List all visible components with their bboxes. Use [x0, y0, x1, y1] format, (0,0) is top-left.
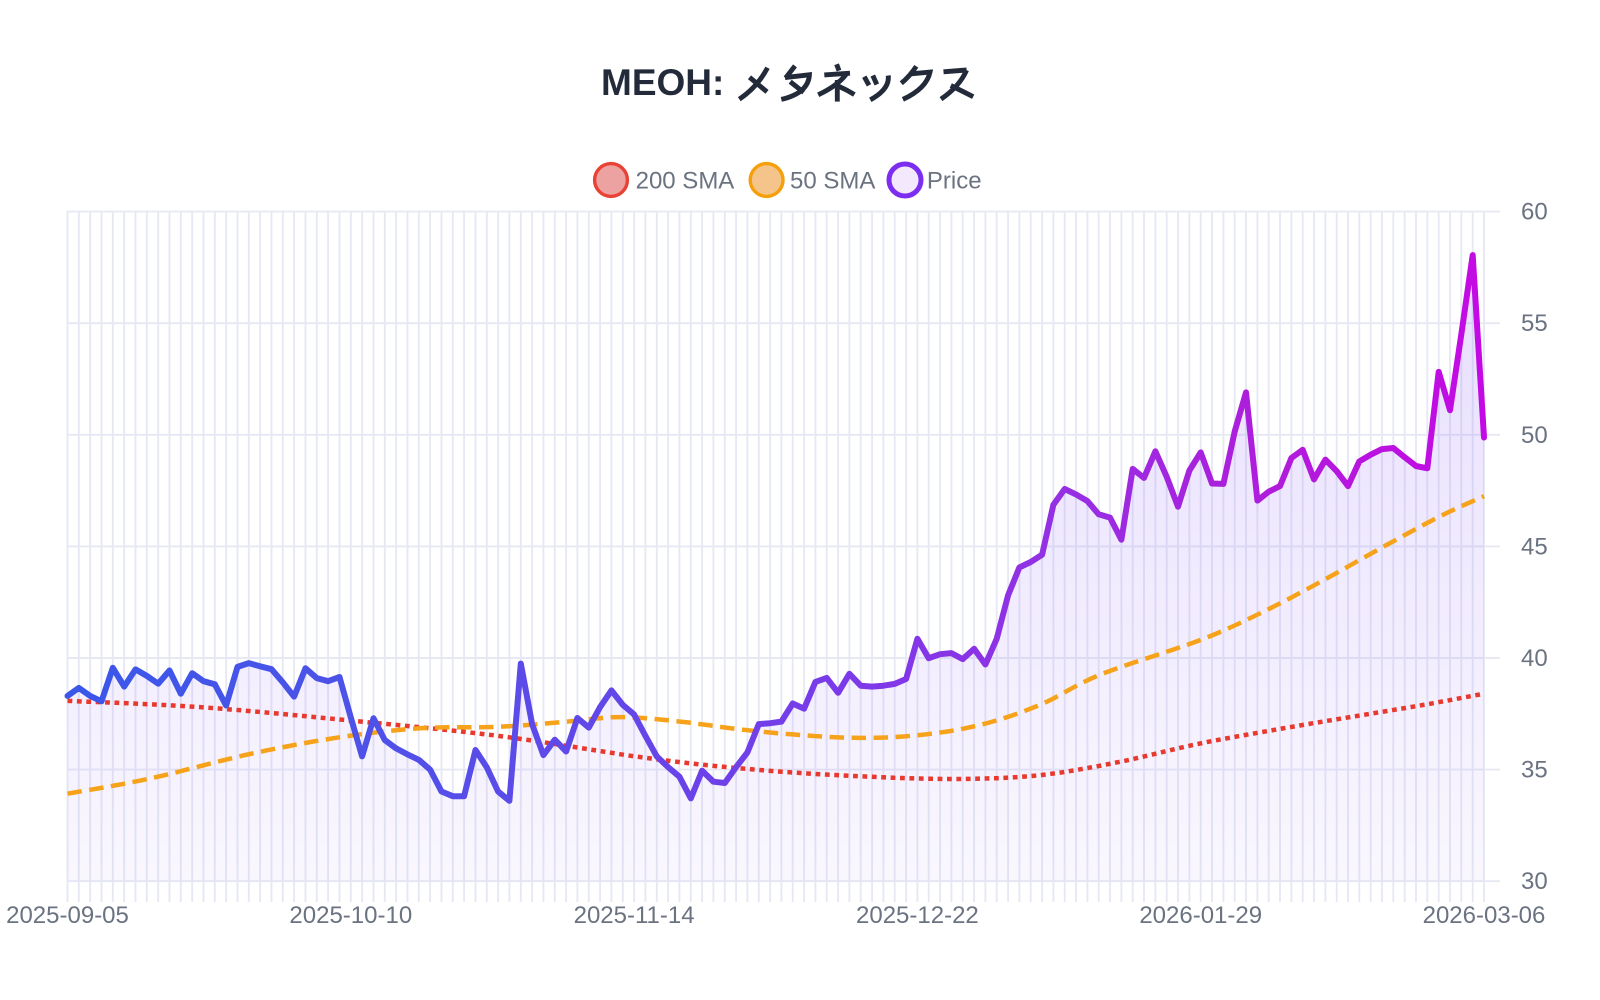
svg-text:55: 55	[1521, 310, 1548, 337]
svg-text:2025-10-10: 2025-10-10	[289, 902, 412, 929]
svg-text:2025-12-22: 2025-12-22	[856, 902, 979, 929]
svg-text:50: 50	[1521, 422, 1548, 449]
svg-text:Price: Price	[927, 168, 982, 195]
svg-text:40: 40	[1521, 645, 1548, 672]
svg-text:30: 30	[1521, 868, 1548, 895]
svg-text:2025-11-14: 2025-11-14	[574, 902, 695, 929]
svg-text:200 SMA: 200 SMA	[636, 168, 735, 195]
svg-text:2026-01-29: 2026-01-29	[1139, 902, 1262, 929]
svg-text:MEOH:: MEOH:	[601, 62, 724, 103]
svg-text:2026-03-06: 2026-03-06	[1423, 902, 1546, 929]
svg-text:35: 35	[1521, 757, 1548, 784]
svg-text:60: 60	[1521, 199, 1548, 226]
svg-text:2025-09-05: 2025-09-05	[6, 902, 129, 929]
svg-text:45: 45	[1521, 533, 1548, 560]
svg-text:50 SMA: 50 SMA	[790, 168, 875, 195]
